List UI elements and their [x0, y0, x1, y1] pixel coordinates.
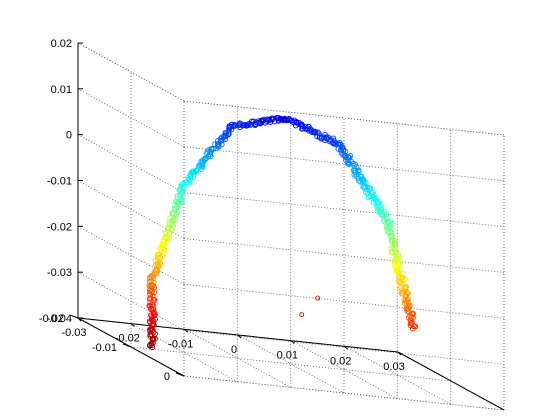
tick-mark: [397, 351, 402, 356]
scatter-point: [352, 161, 358, 168]
x-tick-label: -0.01: [168, 338, 193, 350]
scatter-point: [384, 226, 391, 233]
scatter-point: [403, 299, 410, 306]
scatter-point: [173, 198, 179, 205]
scatter-point: [385, 229, 391, 236]
scatter-point: [192, 168, 199, 174]
scatter-point: [383, 223, 390, 230]
y-tick-label: -0.01: [92, 342, 117, 354]
scatter-point: [390, 246, 396, 252]
scatter-point: [403, 305, 410, 312]
grid-line: [344, 345, 451, 405]
scatter-point: [148, 289, 154, 295]
z-tick-label: -0.04: [47, 313, 72, 325]
z-tick-label: -0.02: [47, 221, 72, 233]
scatter-point: [399, 290, 406, 297]
scatter-point: [378, 204, 385, 210]
scatter-point: [331, 141, 338, 147]
scatter-point: [226, 127, 232, 133]
grid-line: [183, 283, 505, 319]
scatter-point: [217, 138, 224, 144]
y-tick-label: 0: [164, 371, 170, 383]
scatter-point: [166, 234, 173, 241]
scatter-point: [340, 147, 347, 154]
scatter-point: [163, 230, 169, 237]
scatter-point: [187, 173, 194, 180]
x-tick-label: 0: [231, 344, 237, 356]
scatter-point: [409, 325, 416, 332]
tick-mark: [69, 314, 79, 319]
tick-mark: [237, 334, 242, 339]
scatter-point: [183, 179, 190, 186]
scatter-point: [222, 129, 229, 136]
scatter-point: [377, 207, 384, 214]
scatter-point: [245, 122, 251, 129]
scatter-point: [404, 308, 411, 315]
scatter-point: [231, 123, 238, 129]
scatter-point: [158, 247, 164, 253]
grid-line: [77, 225, 185, 285]
box-edge: [397, 351, 505, 411]
scatter-point: [397, 260, 403, 267]
tick-labels: -0.03 -0.02 -0.01 0 0.01 0.02 0.03-0.02-0.010-…: [39, 38, 405, 383]
z-tick-label: -0.03: [47, 267, 72, 279]
scatter-point: [150, 296, 157, 303]
tick-mark: [175, 372, 185, 377]
scatter-point: [352, 169, 359, 176]
scatter-point: [392, 245, 399, 252]
x-tick-label: 0.02: [330, 355, 351, 367]
scatter-point: [390, 249, 396, 256]
z-tick-label: 0: [66, 130, 72, 142]
grid-line: [77, 180, 185, 239]
scatter-point: [275, 114, 281, 121]
scatter-point: [282, 115, 288, 122]
grid-line: [184, 328, 291, 388]
scatter-point: [367, 193, 374, 200]
tick-mark: [130, 323, 135, 328]
grid-line: [183, 238, 505, 273]
x-tick-label: 0.01: [277, 350, 298, 362]
grid-line: [77, 271, 185, 331]
x-tick-label: -0.02: [115, 333, 140, 345]
scatter-point: [292, 122, 299, 129]
scatter-point: [146, 278, 153, 285]
scatter-point: [150, 306, 157, 312]
grid-line: [291, 340, 398, 400]
scatter-point: [146, 326, 153, 333]
grid-line: [131, 323, 238, 383]
grid-line: [237, 334, 345, 394]
scatter-point: [149, 288, 156, 294]
scatter-point: [357, 178, 364, 185]
tick-mark: [122, 343, 132, 348]
data-points: [146, 114, 419, 351]
outlier-point: [315, 295, 321, 301]
y-tick-label: -0.02: [39, 313, 64, 325]
scatter-point: [190, 168, 197, 175]
scatter-point: [212, 141, 218, 148]
x-tick-label: -0.03: [61, 327, 86, 339]
z-tick-label: -0.01: [47, 176, 72, 188]
z-tick-label: 0.02: [51, 38, 72, 50]
grid-line: [77, 88, 185, 148]
scatter-point: [403, 297, 409, 303]
scatter-point: [364, 186, 370, 193]
tick-mark: [344, 345, 349, 350]
scatter-point: [171, 202, 178, 208]
scatter-point: [391, 237, 397, 244]
scatter-point: [148, 312, 154, 319]
z-tick-label: 0.01: [51, 84, 72, 96]
box-edge: [77, 42, 185, 102]
grid-line: [77, 134, 185, 194]
scatter-point: [316, 130, 322, 137]
axes-box: [69, 42, 505, 411]
scatter-point: [381, 218, 388, 225]
outlier-point: [299, 312, 305, 318]
x-tick-label: 0.03: [383, 361, 404, 373]
scatter-point: [160, 238, 166, 245]
tick-mark: [184, 328, 189, 333]
tick-mark: [290, 340, 295, 345]
